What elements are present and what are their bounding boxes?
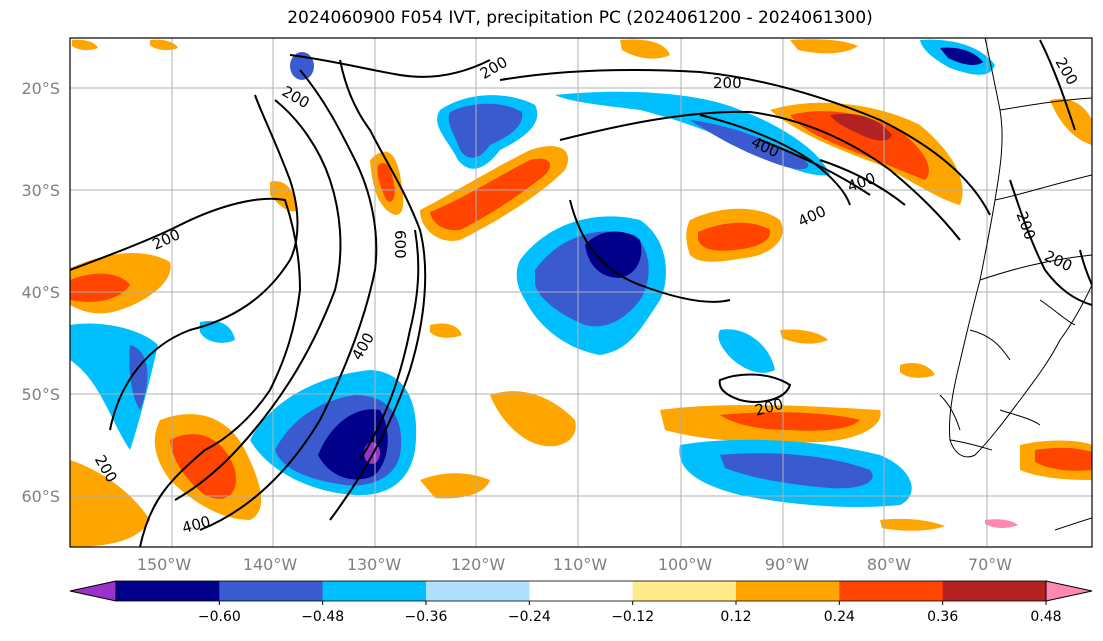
plot-frame [69,37,1093,548]
lon-label: 140°W [243,555,298,574]
lat-axis: 20°S 30°S 40°S 50°S 60°S [21,79,60,506]
colorbar-tick-label: −0.36 [405,609,448,625]
lat-label: 40°S [21,283,60,302]
lat-label: 60°S [21,487,60,506]
colorbar-tick-label: 0.36 [927,609,958,625]
colorbar-tick-label: −0.24 [508,609,551,625]
lat-label: 20°S [21,79,60,98]
colorbar-segment [632,581,737,601]
colorbar-tick-label: −0.12 [611,609,654,625]
lon-label: 130°W [347,555,402,574]
colorbar-segment [529,581,634,601]
lon-label: 70°W [968,555,1012,574]
ivt-contours [70,39,1092,547]
colorbar-extend-high [1045,580,1093,602]
colorbar-tick-label: −0.60 [198,609,241,625]
lat-label: 50°S [21,385,60,404]
contour-label: 600 [391,230,409,259]
colorbar-segment [942,581,1047,601]
lon-label: 110°W [553,555,608,574]
colorbar-segment [839,581,944,601]
colorbar-tick-label: 0.24 [824,609,855,625]
lon-axis: 150°W 140°W 130°W 120°W 110°W 100°W 90°W… [137,555,1012,574]
gridlines [70,38,1092,547]
colorbar-tick-label: 0.12 [720,609,751,625]
colorbar-tick-label: 0.48 [1030,609,1061,625]
contour-label: 200 [713,74,742,92]
colorbar-segment [219,581,324,601]
map-title: 2024060900 F054 IVT, precipitation PC (2… [287,8,873,28]
colorbar: −0.60 −0.48 −0.36 −0.24 −0.12 0.12 0.24 0.36 0.4… [69,580,1093,625]
coastline [939,38,1092,531]
colorbar-segment [426,581,530,601]
colorbar-segment [322,581,427,601]
colorbar-segment [116,581,220,601]
lon-label: 120°W [451,555,506,574]
lon-label: 100°W [658,555,713,574]
precip-shading [70,39,1092,547]
lon-label: 80°W [867,555,911,574]
lon-label: 150°W [137,555,192,574]
lon-label: 90°W [765,555,809,574]
colorbar-segment [736,581,840,601]
colorbar-tick-label: −0.48 [301,609,344,625]
lat-label: 30°S [21,181,60,200]
colorbar-extend-low [69,580,117,602]
